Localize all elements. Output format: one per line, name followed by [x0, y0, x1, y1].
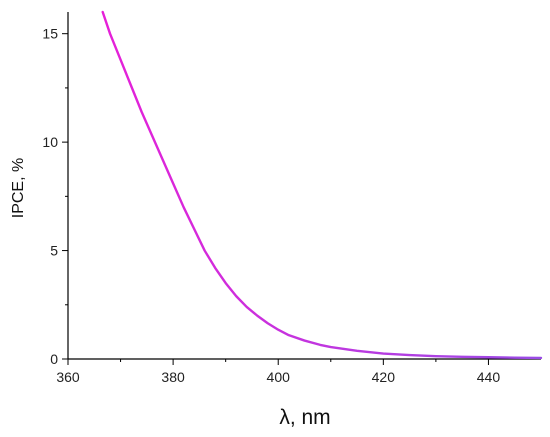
x-tick-label: 440	[477, 369, 501, 385]
tick-labels: 360 380 400 420 440 0 5 10 15	[42, 26, 500, 385]
x-tick-label: 400	[267, 369, 291, 385]
y-tick-label: 15	[42, 26, 58, 42]
x-tick-label: 360	[56, 369, 80, 385]
y-tick-label: 10	[42, 134, 58, 150]
ipce-curve	[101, 10, 543, 360]
y-tick-label: 0	[50, 351, 58, 367]
ticks	[62, 33, 489, 365]
series-layer	[101, 10, 543, 360]
x-tick-label: 420	[372, 369, 396, 385]
y-tick-label: 5	[50, 243, 58, 259]
axes	[67, 12, 541, 360]
x-axis-title: λ, nm	[279, 406, 330, 429]
y-axis-title: IPCE, %	[10, 158, 27, 218]
x-tick-label: 380	[161, 369, 185, 385]
